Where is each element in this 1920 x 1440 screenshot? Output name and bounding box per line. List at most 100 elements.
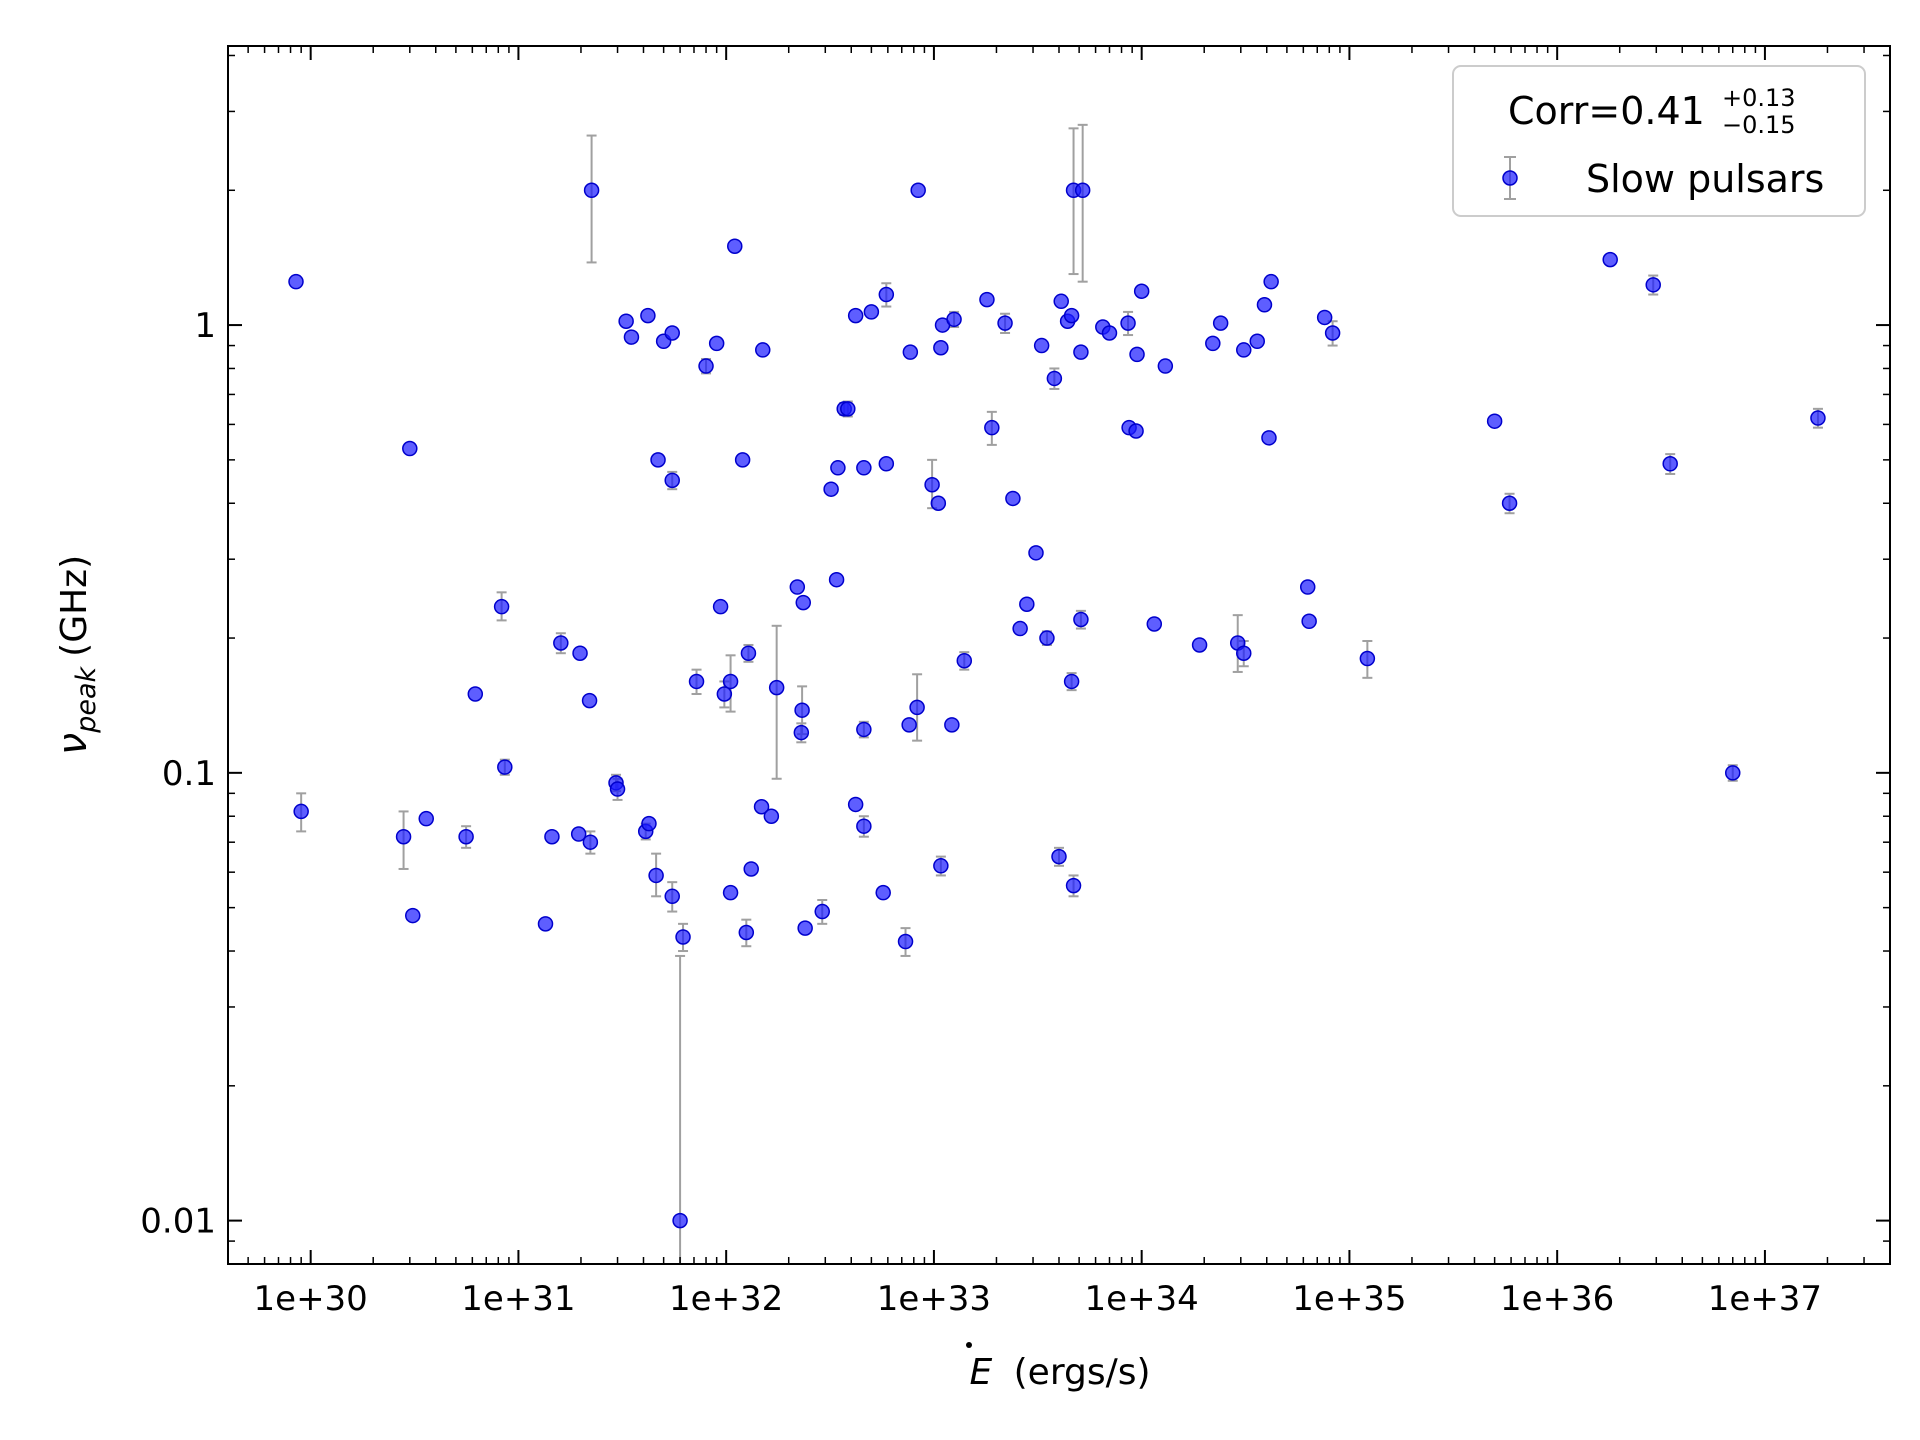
data-point (1039, 630, 1055, 646)
data-point (828, 571, 845, 588)
data-point (467, 686, 484, 702)
data-point (743, 861, 759, 877)
data-point (1073, 344, 1089, 360)
data-point (830, 460, 846, 476)
x-tick-label: 1e+33 (877, 1279, 991, 1319)
data-point (581, 692, 598, 709)
data-point (1263, 273, 1279, 290)
y-axis-label-unit: (GHz) (54, 555, 95, 657)
data-point (789, 579, 806, 595)
data-point (418, 810, 434, 827)
data-point (847, 796, 864, 813)
data-point (582, 834, 599, 850)
x-tick-label: 1e+31 (461, 1279, 575, 1319)
data-point (924, 476, 940, 493)
data-point (664, 325, 680, 341)
data-point (910, 182, 926, 199)
data-point (1065, 877, 1082, 894)
data-point (712, 598, 729, 615)
data-point (1005, 490, 1021, 507)
legend-corr-upper: +0.13 (1722, 84, 1796, 112)
legend-series-label: Slow pulsars (1586, 157, 1824, 201)
y-tick-label: 1 (194, 306, 216, 346)
legend-corr-text: Corr=0.41 (1508, 89, 1705, 133)
data-point (734, 452, 751, 468)
data-point (933, 339, 949, 356)
data-point (1645, 277, 1661, 293)
legend-corr-lower: −0.15 (1722, 111, 1796, 139)
data-point (795, 594, 812, 611)
x-axis-label-unit: (ergs/s) (1014, 1352, 1151, 1393)
svg-text:νpeak(GHz): νpeak (GHz) (50, 555, 102, 755)
data-point (698, 358, 714, 374)
y-axis-label: νpeak (GHz) (50, 555, 102, 755)
data-point (897, 933, 914, 950)
data-point (797, 920, 813, 936)
data-point (738, 924, 755, 941)
x-axis-label-symbol: E (969, 1352, 992, 1393)
data-point (1501, 495, 1518, 512)
data-point (997, 315, 1013, 331)
data-point (623, 329, 640, 345)
data-point (930, 495, 947, 512)
data-point (1120, 315, 1136, 331)
data-point (1602, 251, 1618, 268)
data-point (458, 828, 474, 845)
data-point (901, 717, 917, 733)
data-point (793, 724, 810, 741)
data-point (1299, 579, 1316, 595)
data-point-layer (288, 182, 1826, 1229)
data-point (609, 781, 626, 797)
data-point (640, 307, 656, 324)
data-point (688, 673, 705, 690)
x-tick-label: 1e+35 (1292, 1279, 1406, 1319)
data-point (979, 291, 995, 308)
x-axis-label: E (ergs/s) (966, 1342, 1151, 1393)
x-axis-label-dot (966, 1342, 972, 1348)
data-point (909, 699, 925, 716)
legend-marker (1502, 170, 1518, 186)
data-point (672, 1212, 688, 1229)
y-tick-label: 0.01 (140, 1202, 216, 1242)
data-point (544, 828, 560, 845)
data-point (753, 798, 770, 815)
data-point (1012, 620, 1028, 637)
data-point (1316, 309, 1333, 326)
svg-text:E (ergs/s): E (ergs/s) (969, 1352, 1150, 1393)
data-point (288, 273, 304, 290)
data-point (583, 182, 600, 199)
data-point (1101, 325, 1118, 341)
x-tick-label: 1e+34 (1085, 1279, 1199, 1319)
x-tick-label: 1e+30 (254, 1279, 368, 1319)
x-tick-label: 1e+36 (1500, 1279, 1614, 1319)
data-point (395, 828, 412, 845)
data-point (572, 645, 588, 661)
data-point (641, 815, 657, 832)
y-axis-label-subscript: peak (71, 665, 102, 733)
data-point (875, 884, 891, 901)
tick-layer (227, 46, 1891, 1265)
data-point (878, 456, 895, 472)
data-point (553, 635, 569, 651)
data-point (722, 884, 739, 901)
data-point (1146, 616, 1163, 632)
data-point (740, 645, 757, 661)
data-point (1261, 430, 1277, 446)
data-point (1051, 848, 1067, 865)
data-point (1063, 673, 1080, 690)
data-point (1256, 297, 1273, 313)
data-point (1324, 325, 1341, 341)
data-point (944, 717, 960, 733)
data-point (768, 679, 785, 696)
data-point (618, 313, 634, 329)
data-point (1212, 315, 1229, 331)
data-point (1236, 645, 1252, 661)
data-point (1486, 413, 1503, 429)
data-point (722, 673, 739, 690)
data-point (856, 460, 872, 476)
data-point (1191, 637, 1208, 653)
data-point (497, 759, 513, 775)
data-point (1128, 423, 1144, 439)
legend-box (1452, 65, 1866, 217)
